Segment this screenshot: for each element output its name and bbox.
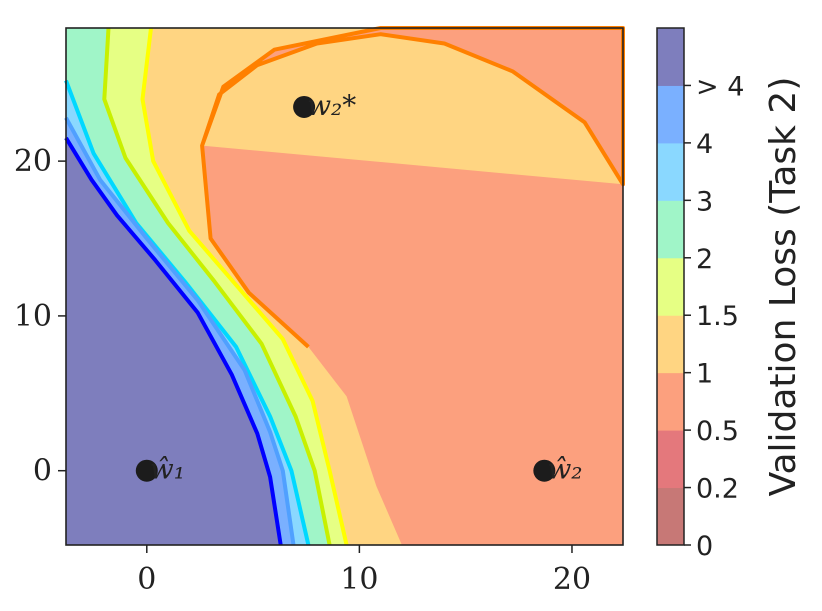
colorbar-tick-label: 0.2 [696,474,739,505]
colorbar-swatch [657,142,684,201]
colorbar-swatch [657,85,684,144]
x-tick-label: 0 [137,562,156,597]
contour-line-4 [64,136,283,546]
colorbar-tick-label: 3 [696,186,713,217]
colorbar-swatch [657,28,684,86]
colorbar-tick-label: 0.5 [696,416,739,447]
point-label: ŵ₁ [150,453,185,486]
colorbar-tick-label: 4 [696,129,713,160]
y-tick-label: 0 [33,454,52,489]
band-0.5-1 [202,28,623,545]
colorbar-swatch [657,430,684,489]
colorbar-tick-label: > 4 [696,71,744,102]
y-tick-label: 20 [14,144,52,179]
contour-line-2–3 [64,79,311,546]
colorbar-swatch [657,487,684,546]
y-axis: 0 10 20 [14,144,66,489]
colorbar-tick-label: 1.5 [696,301,739,332]
x-tick-label: 20 [553,562,591,597]
colorbar-frame [656,27,685,546]
colorbar-tick-label: 0 [696,531,713,562]
band-over-4 [66,28,281,545]
contour-line-1.5–2 [102,27,332,546]
colorbar-swatch [657,315,684,374]
contour-line-1–1.5 [140,27,349,546]
colorbar-tick-label: 2 [696,244,713,275]
colorbar-tick-label: 1 [696,359,713,390]
colorbar: 0 0.2 0.5 1 1.5 2 3 4 > 4 Validation Loss (Task 2… [656,27,804,562]
colorbar-swatch [657,257,684,316]
x-tick-label: 10 [340,562,378,597]
point-label: ŵ₂ [547,453,582,486]
plot-area: ŵ₁ ŵ₂ w₂* [64,26,625,546]
point-marker [533,459,556,482]
colorbar-label: Validation Loss (Task 2) [763,77,804,497]
point-label: w₂* [307,89,356,122]
contour-line-0.5–1 [200,26,625,349]
plot-frame [65,27,624,546]
colorbar-swatch [657,200,684,259]
point-marker [293,95,316,118]
contour-line-3–4 [64,116,296,546]
point-marker [135,459,158,482]
x-axis: 0 10 20 [137,545,591,597]
y-tick-label: 10 [14,299,52,334]
colorbar-swatch [657,372,684,431]
